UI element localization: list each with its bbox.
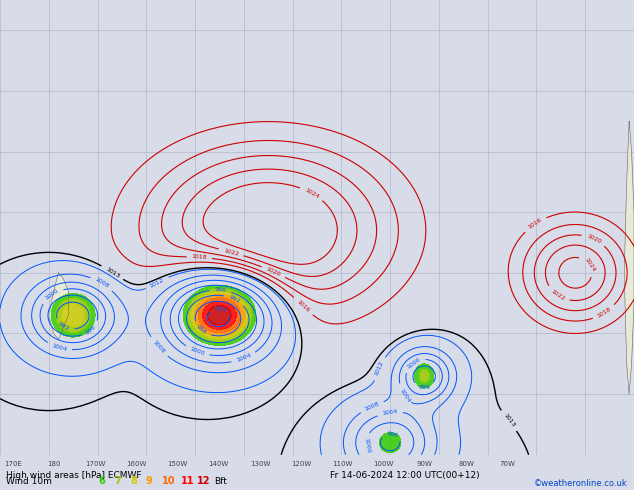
Text: 160W: 160W (126, 461, 146, 467)
Text: 1000: 1000 (363, 437, 370, 453)
Text: 1004: 1004 (398, 388, 411, 403)
Text: 1012: 1012 (374, 361, 385, 377)
Text: 12: 12 (197, 476, 210, 487)
Text: 996: 996 (386, 431, 399, 438)
Text: 992: 992 (58, 321, 70, 332)
Text: 1013: 1013 (105, 266, 120, 279)
Text: 1000: 1000 (44, 288, 60, 301)
Text: 1022: 1022 (550, 289, 566, 302)
Text: 130W: 130W (250, 461, 270, 467)
Text: 180: 180 (47, 461, 61, 467)
Text: 1022: 1022 (223, 248, 240, 257)
Text: 1013: 1013 (502, 413, 515, 428)
Text: 140W: 140W (209, 461, 229, 467)
Text: 1008: 1008 (364, 401, 380, 412)
Text: 170E: 170E (4, 461, 22, 467)
Text: 984: 984 (214, 306, 227, 314)
Text: Fr 14-06-2024 12:00 UTC(00+12): Fr 14-06-2024 12:00 UTC(00+12) (330, 470, 479, 480)
Text: 1024: 1024 (304, 187, 320, 199)
Text: 10: 10 (162, 476, 175, 487)
Text: 150W: 150W (167, 461, 188, 467)
Polygon shape (624, 121, 634, 394)
Text: 1008: 1008 (152, 340, 165, 355)
Text: 1020: 1020 (586, 233, 602, 245)
Text: ©weatheronline.co.uk: ©weatheronline.co.uk (534, 479, 628, 488)
Text: 80W: 80W (458, 461, 474, 467)
Text: 1016: 1016 (296, 299, 311, 313)
Text: 11: 11 (181, 476, 194, 487)
Text: Bft: Bft (214, 477, 226, 487)
Text: 1018: 1018 (191, 254, 207, 261)
Text: High wind areas [hPa] ECMWF: High wind areas [hPa] ECMWF (6, 470, 142, 480)
Text: 6: 6 (98, 476, 105, 487)
Text: Wind 10m: Wind 10m (6, 477, 52, 487)
Text: 1008: 1008 (94, 277, 110, 290)
Text: 100W: 100W (373, 461, 394, 467)
Text: 120W: 120W (291, 461, 311, 467)
Text: 110W: 110W (332, 461, 353, 467)
Polygon shape (49, 273, 68, 340)
Text: 1004: 1004 (51, 343, 68, 352)
Text: 1004: 1004 (236, 353, 252, 364)
Text: 1000: 1000 (189, 346, 205, 357)
Text: 8: 8 (130, 476, 137, 487)
Text: 90W: 90W (417, 461, 433, 467)
Text: 170W: 170W (85, 461, 105, 467)
Text: 996: 996 (418, 385, 430, 390)
Text: 1000: 1000 (406, 356, 421, 369)
Text: 1004: 1004 (382, 409, 398, 416)
Text: 1012: 1012 (149, 277, 165, 289)
Text: 992: 992 (228, 294, 241, 304)
Text: 988: 988 (195, 324, 207, 336)
Text: 1020: 1020 (265, 267, 281, 277)
Text: 996: 996 (85, 324, 97, 335)
Text: 1016: 1016 (527, 218, 543, 230)
Text: 1024: 1024 (583, 257, 596, 273)
Text: 70W: 70W (499, 461, 515, 467)
Text: 7: 7 (114, 476, 121, 487)
Text: 1018: 1018 (597, 307, 612, 319)
Text: 9: 9 (146, 476, 153, 487)
Text: 996: 996 (214, 287, 226, 294)
